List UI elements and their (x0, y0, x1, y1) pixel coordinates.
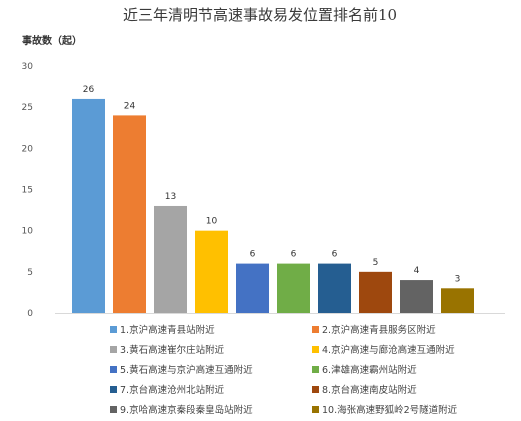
data-label: 6 (291, 250, 297, 260)
legend-swatch (110, 346, 117, 353)
legend-label: 10.海张高速野狐岭2号隧道附近 (322, 404, 458, 416)
data-label: 24 (124, 101, 136, 111)
legend-swatch (312, 346, 319, 353)
data-label: 3 (455, 274, 461, 284)
data-label: 26 (83, 85, 95, 95)
y-tick-label: 25 (22, 103, 33, 113)
legend-label: 1.京沪高速青县站附近 (120, 324, 215, 336)
y-tick-label: 30 (22, 62, 34, 72)
y-axis-label: 事故数（起） (22, 34, 82, 47)
y-tick-label: 10 (22, 227, 34, 237)
bar (154, 205, 187, 313)
legend-swatch (312, 366, 319, 373)
legend-label: 4.京沪高速与廊沧高速互通附近 (322, 344, 455, 356)
legend-swatch (312, 326, 319, 333)
legend-swatch (110, 326, 117, 333)
legend-label: 7.京台高速沧州北站附近 (120, 384, 225, 396)
bar (236, 263, 269, 313)
bar (318, 263, 351, 313)
y-tick-label: 20 (22, 144, 34, 154)
data-label: 10 (206, 217, 218, 227)
legend-label: 3.黄石高速崔尔庄站附近 (120, 344, 225, 356)
y-tick-label: 0 (27, 309, 33, 319)
bar (359, 271, 392, 313)
legend-label: 5.黄石高速与京沪高速互通附近 (120, 364, 253, 376)
legend-swatch (110, 406, 117, 413)
bar (441, 288, 474, 313)
legend-swatch (110, 386, 117, 393)
y-tick-label: 15 (22, 186, 33, 196)
legend-label: 6.津雄高速霸州站附近 (322, 364, 417, 376)
data-label: 4 (414, 266, 420, 276)
bar (277, 263, 310, 313)
bar (400, 280, 433, 313)
data-label: 13 (165, 192, 176, 202)
legend-swatch (312, 386, 319, 393)
legend-label: 8.京台高速南皮站附近 (322, 384, 417, 396)
y-tick-label: 5 (27, 268, 33, 278)
bar (113, 115, 146, 314)
legend-swatch (312, 406, 319, 413)
legend-swatch (110, 366, 117, 373)
legend-label: 2.京沪高速青县服务区附近 (322, 324, 436, 336)
legend-label: 9.京哈高速京秦段秦皇岛站附近 (120, 404, 253, 416)
data-label: 5 (373, 258, 379, 268)
chart-title: 近三年清明节高速事故易发位置排名前10 (123, 6, 397, 24)
bar (195, 230, 228, 313)
data-label: 6 (250, 250, 256, 260)
data-label: 6 (332, 250, 338, 260)
bar (72, 98, 105, 313)
